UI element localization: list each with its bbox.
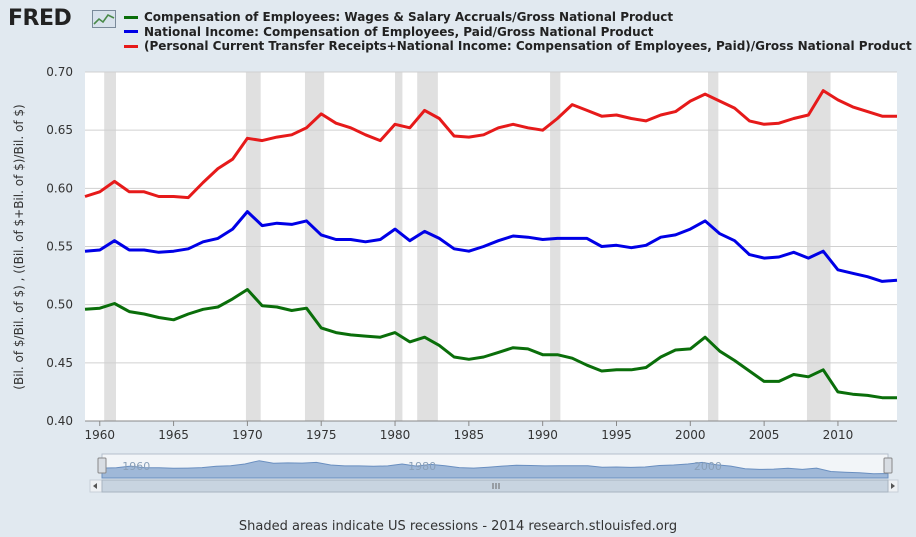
y-tick-label: 0.65 xyxy=(46,123,73,137)
x-tick-label: 1975 xyxy=(306,428,337,442)
fred-logo-text: FRED xyxy=(8,6,72,31)
legend-item: (Personal Current Transfer Receipts+Nati… xyxy=(124,39,912,54)
y-tick-label: 0.50 xyxy=(46,298,73,312)
y-tick-label: 0.60 xyxy=(46,181,73,195)
scrollbar-thumb[interactable] xyxy=(101,479,889,493)
x-tick-label: 2010 xyxy=(823,428,854,442)
x-tick-label: 1995 xyxy=(601,428,632,442)
navigator-tick-label: 2000 xyxy=(694,460,722,473)
x-tick-label: 1960 xyxy=(84,428,115,442)
range-navigator[interactable]: 1960 1980 2000 xyxy=(89,453,899,493)
legend-item: Compensation of Employees: Wages & Salar… xyxy=(124,10,912,25)
legend-swatch xyxy=(124,30,138,34)
x-tick-label: 1965 xyxy=(158,428,189,442)
y-tick-label: 0.55 xyxy=(46,240,73,254)
x-tick-label: 1990 xyxy=(527,428,558,442)
x-tick-label: 1985 xyxy=(454,428,485,442)
y-axis-label: (Bil. of $/Bil. of $) , ((Bil. of $+Bil.… xyxy=(12,104,26,389)
recession-footnote: Shaded areas indicate US recessions - 20… xyxy=(238,519,678,534)
series-line xyxy=(84,288,897,400)
x-tick-label: 1980 xyxy=(380,428,411,442)
x-tick-label: 2005 xyxy=(749,428,780,442)
y-tick-label: 0.45 xyxy=(46,356,73,370)
legend-label: (Personal Current Transfer Receipts+Nati… xyxy=(144,39,912,53)
navigator-tick-label: 1960 xyxy=(122,460,150,473)
navigator-tick-label: 1980 xyxy=(408,460,436,473)
x-tick-label: 2000 xyxy=(675,428,706,442)
plot-area: 0.40 0.45 0.50 0.55 0.60 0.65 0.70 1960 1965 1970… xyxy=(46,65,898,442)
fred-logo: FRED xyxy=(8,6,72,31)
navigator-handle[interactable] xyxy=(97,457,107,474)
legend-label: National Income: Compensation of Employe… xyxy=(144,24,654,39)
legend-item: National Income: Compensation of Employe… xyxy=(124,25,912,40)
legend-swatch xyxy=(124,44,138,48)
chart-legend: Compensation of Employees: Wages & Salar… xyxy=(124,10,912,54)
scroll-right-arrow-icon[interactable] xyxy=(891,483,895,489)
series-line xyxy=(84,89,897,200)
navigator-series-area xyxy=(101,460,889,479)
y-tick-label: 0.40 xyxy=(46,414,73,428)
chart-trend-icon xyxy=(92,10,116,28)
legend-label: Compensation of Employees: Wages & Salar… xyxy=(144,10,674,24)
y-tick-label: 0.70 xyxy=(46,65,73,79)
series-line xyxy=(84,210,898,283)
scroll-left-arrow-icon[interactable] xyxy=(93,483,97,489)
navigator-handle[interactable] xyxy=(883,457,893,474)
legend-swatch xyxy=(124,15,138,19)
x-tick-label: 1970 xyxy=(232,428,263,442)
